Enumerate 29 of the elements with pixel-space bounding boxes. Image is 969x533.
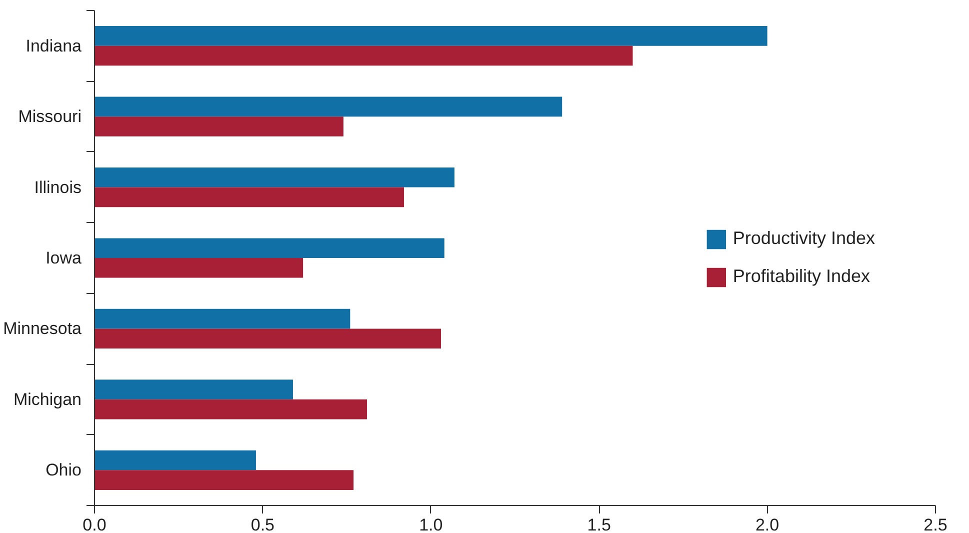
y-tick-label: Iowa <box>46 248 82 268</box>
bar <box>94 308 350 329</box>
bar <box>94 96 562 117</box>
bar <box>94 116 344 136</box>
x-tick-label: 1.5 <box>587 516 611 533</box>
x-tick-label: 0.0 <box>82 516 106 533</box>
x-tick-label: 1.0 <box>419 516 443 533</box>
y-tick-label: Missouri <box>18 107 82 126</box>
bar <box>94 187 404 208</box>
y-tick-label: Michigan <box>13 390 82 409</box>
legend-label: Profitability Index <box>732 266 870 287</box>
bar <box>94 450 256 470</box>
bar <box>94 399 367 420</box>
bar <box>94 470 354 490</box>
y-tick-label: Illinois <box>34 178 82 197</box>
bar <box>94 238 444 258</box>
bar <box>94 26 768 46</box>
y-tick-label: Minnesota <box>3 319 82 338</box>
legend-label: Productivity Index <box>732 228 875 249</box>
y-tick-label: Ohio <box>46 460 82 480</box>
bar <box>94 46 633 66</box>
bar <box>94 380 293 400</box>
bar <box>94 258 304 278</box>
x-tick-label: 2.0 <box>755 516 780 533</box>
x-tick-label: 0.5 <box>250 516 275 533</box>
bar <box>94 167 454 188</box>
bar <box>94 328 441 349</box>
x-tick-label: 2.5 <box>924 516 948 533</box>
y-tick-label: Indiana <box>26 36 82 56</box>
